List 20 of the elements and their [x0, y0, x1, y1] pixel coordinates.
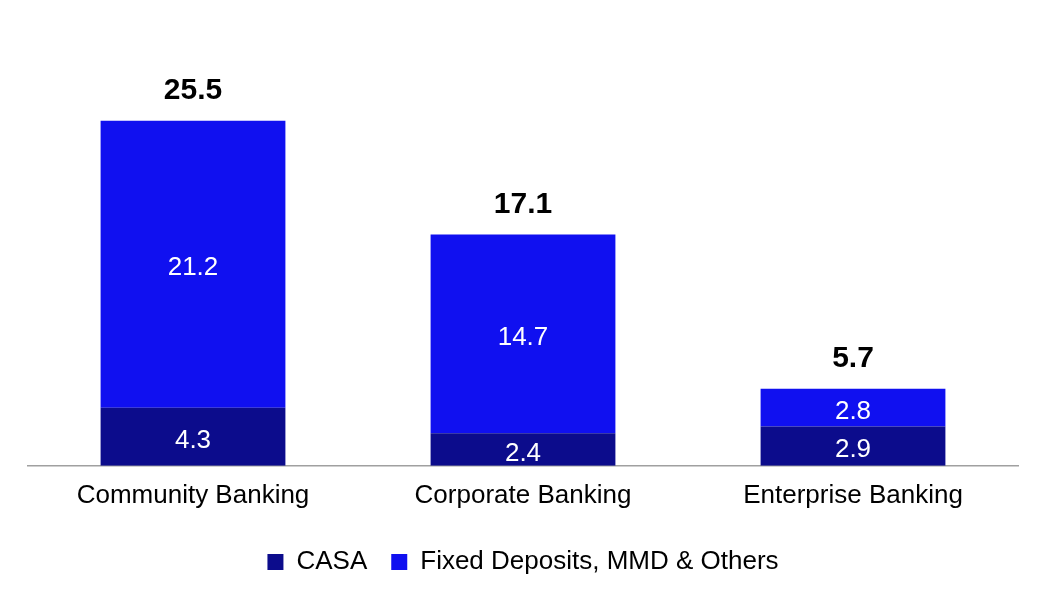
- bar: [100, 120, 286, 408]
- data-label: 14.7: [497, 321, 549, 352]
- data-label: 21.2: [167, 251, 219, 282]
- x-tick-label: Community Banking: [76, 478, 310, 509]
- bar: [760, 426, 946, 466]
- total-label: 17.1: [493, 185, 553, 219]
- legend-label: Fixed Deposits, MMD & Others: [420, 545, 779, 576]
- data-label: 2.4: [504, 436, 542, 467]
- data-label: 4.3: [174, 423, 212, 454]
- bar: [100, 407, 286, 466]
- total-label: 25.5: [163, 72, 223, 106]
- bar: [430, 234, 616, 434]
- x-tick-label: Enterprise Banking: [743, 478, 963, 509]
- total-label: 5.7: [832, 339, 874, 373]
- data-label: 2.8: [834, 394, 872, 425]
- x-tick-label: Corporate Banking: [414, 478, 632, 509]
- bar: [760, 388, 946, 427]
- bar: [430, 433, 616, 466]
- legend-label: CASA: [296, 545, 368, 576]
- data-label: 2.9: [834, 433, 872, 464]
